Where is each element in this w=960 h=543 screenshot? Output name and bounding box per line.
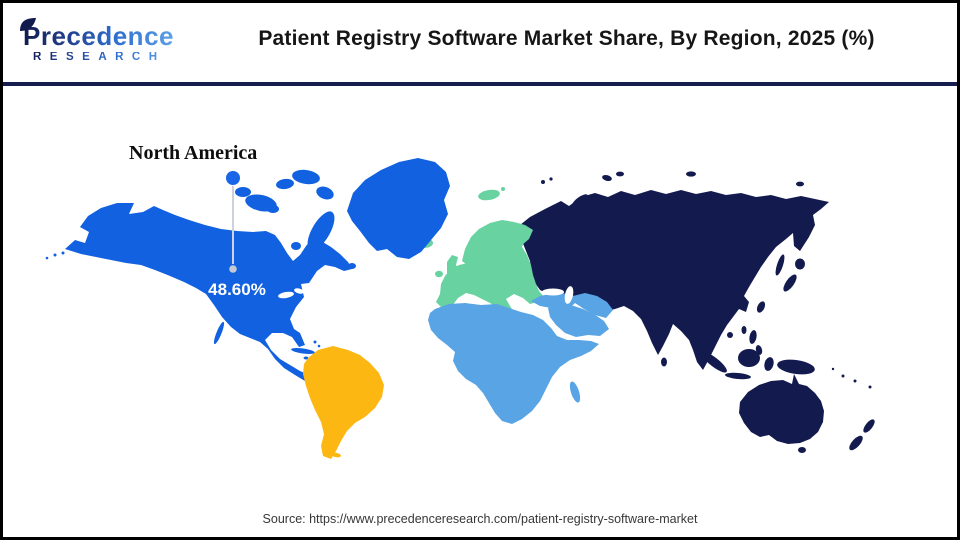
svalbard [478, 189, 500, 201]
madagascar [569, 381, 581, 403]
great-lake [278, 291, 294, 299]
ellesmere-island [292, 169, 320, 185]
header-divider [3, 82, 957, 86]
devon-island [316, 186, 334, 200]
arabian-peninsula [548, 304, 609, 337]
north-america-callout [226, 171, 240, 273]
java [725, 372, 751, 380]
asia-mainland [519, 190, 829, 370]
logo-wordmark: Precedence [23, 21, 174, 51]
header: Precedence RESEARCH Patient Registry Sof… [3, 3, 957, 83]
logo-leaf-icon [20, 18, 36, 31]
callout-end-dot [229, 265, 237, 273]
caspian-sea [564, 286, 574, 304]
pacific-island [831, 367, 835, 371]
hainan [727, 332, 733, 338]
baja-california [213, 321, 225, 345]
region-middle-east-africa [428, 293, 613, 424]
sulawesi [764, 357, 774, 371]
novaya-zemlya-north [572, 194, 588, 206]
wrangel-island [796, 181, 804, 187]
franz-josef-land [549, 177, 553, 181]
franz-josef-land [541, 180, 545, 184]
novaya-zemlya-south [557, 204, 573, 228]
greenland [347, 158, 450, 259]
new-zealand-north [863, 419, 875, 433]
severnaya-zemlya [602, 175, 612, 181]
united-kingdom [447, 255, 461, 280]
japan-honshu [783, 274, 797, 292]
region-asia-pacific [519, 171, 875, 453]
sumatra [701, 351, 727, 373]
great-lakes [278, 288, 304, 299]
pacific-island [868, 385, 872, 389]
precedence-research-logo: Precedence RESEARCH [20, 18, 174, 64]
region-south-america [303, 346, 384, 459]
black-sea [542, 288, 564, 296]
tierra-del-fuego [331, 452, 341, 458]
pacific-island [853, 379, 857, 383]
japan-kyushu [756, 301, 766, 313]
europe-mainland [436, 229, 544, 321]
region-north-america [45, 158, 450, 381]
ireland [435, 270, 443, 278]
aleutian-island [45, 256, 49, 260]
bahamas [317, 344, 321, 348]
new-zealand-south [849, 435, 863, 451]
sakhalin [775, 254, 785, 276]
philippines-north [749, 330, 757, 344]
africa [428, 303, 599, 424]
logo-subtitle: RESEARCH [23, 51, 174, 64]
south-america-mainland [303, 346, 384, 459]
jamaica [303, 356, 309, 360]
banks-island [235, 187, 251, 197]
cuba [291, 348, 315, 354]
arctic-island [616, 171, 624, 177]
tasmania [798, 447, 806, 453]
north-america-mainland [65, 203, 352, 381]
new-siberian-islands [686, 171, 696, 177]
arctic-island [267, 205, 279, 213]
aleutian-island [61, 251, 65, 255]
new-guinea [777, 359, 815, 375]
region-europe [415, 187, 544, 321]
australia [739, 374, 824, 444]
source-text: Source: https://www.precedenceresearch.c… [262, 512, 698, 526]
world-map [45, 158, 875, 459]
north-america-region-label: North America [129, 142, 258, 164]
newfoundland [348, 263, 356, 269]
svalbard-islet [501, 187, 505, 191]
southampton-island [291, 242, 301, 250]
borneo [738, 349, 760, 367]
sea-separators [542, 286, 574, 304]
iran [573, 293, 613, 318]
sri-lanka [661, 357, 667, 367]
aleutian-island [53, 253, 57, 257]
arctic-island [276, 178, 294, 190]
baffin-island [307, 211, 335, 251]
bahamas [313, 340, 317, 344]
north-america-share-value: 48.60% [208, 280, 266, 299]
callout-anchor-dot [226, 171, 240, 185]
great-lake [294, 288, 304, 294]
japan-hokkaido [795, 258, 805, 270]
pacific-island [841, 374, 845, 378]
scandinavia [462, 220, 533, 265]
chart-title: Patient Registry Software Market Share, … [258, 27, 875, 50]
taiwan [741, 326, 747, 334]
denmark [474, 264, 478, 270]
